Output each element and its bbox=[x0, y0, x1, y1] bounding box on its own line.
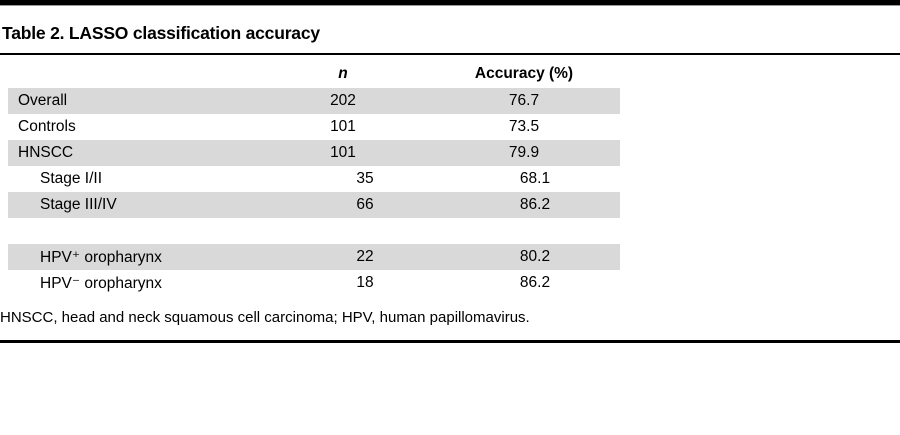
row-n-value: 101 bbox=[330, 144, 356, 161]
row-n-value: 18 bbox=[356, 274, 374, 291]
lasso-accuracy-table: n Accuracy (%) Overall 202 76.7 Controls… bbox=[8, 55, 620, 296]
row-label: HNSCC bbox=[18, 144, 74, 161]
row-label: HPV⁺ oropharynx bbox=[40, 248, 162, 266]
table-row-stage-1-2: Stage I/II 35 68.1 bbox=[8, 166, 620, 192]
table-spacer-row bbox=[8, 218, 620, 244]
table-row-controls: Controls 101 73.5 bbox=[8, 114, 620, 140]
row-label: HPV⁻ oropharynx bbox=[40, 274, 162, 292]
row-accuracy-value: 79.9 bbox=[508, 144, 540, 161]
header-n-column: n bbox=[338, 65, 348, 82]
row-accuracy-value: 86.2 bbox=[519, 274, 551, 291]
row-label: Controls bbox=[18, 118, 76, 135]
row-n-value: 101 bbox=[330, 118, 356, 135]
row-label: Stage I/II bbox=[40, 170, 103, 187]
table-header-row: n Accuracy (%) bbox=[8, 55, 620, 88]
title-divider-rule bbox=[0, 53, 900, 55]
table-footnote: HNSCC, head and neck squamous cell carci… bbox=[0, 309, 530, 326]
row-n-value: 66 bbox=[356, 196, 374, 213]
row-accuracy-value: 76.7 bbox=[508, 92, 540, 109]
header-label-column bbox=[8, 83, 258, 88]
row-accuracy-value: 80.2 bbox=[519, 248, 551, 265]
table-row-overall: Overall 202 76.7 bbox=[8, 88, 620, 114]
page-bottom-rule bbox=[0, 340, 900, 343]
table-row-hnscc: HNSCC 101 79.9 bbox=[8, 140, 620, 166]
row-label: Overall bbox=[18, 92, 68, 109]
row-n-value: 202 bbox=[330, 92, 356, 109]
row-accuracy-value: 73.5 bbox=[508, 118, 540, 135]
row-n-value: 22 bbox=[356, 248, 374, 265]
row-accuracy-value: 86.2 bbox=[519, 196, 551, 213]
row-n-value: 35 bbox=[356, 170, 374, 187]
header-accuracy-column: Accuracy (%) bbox=[474, 65, 574, 82]
table-title: Table 2. LASSO classification accuracy bbox=[2, 23, 320, 43]
row-accuracy-value: 68.1 bbox=[519, 170, 551, 187]
row-label: Stage III/IV bbox=[40, 196, 117, 213]
table-row-hpv-negative: HPV⁻ oropharynx 18 86.2 bbox=[8, 270, 620, 296]
page-top-rule bbox=[0, 0, 900, 6]
table-row-stage-3-4: Stage III/IV 66 86.2 bbox=[8, 192, 620, 218]
table-row-hpv-positive: HPV⁺ oropharynx 22 80.2 bbox=[8, 244, 620, 270]
